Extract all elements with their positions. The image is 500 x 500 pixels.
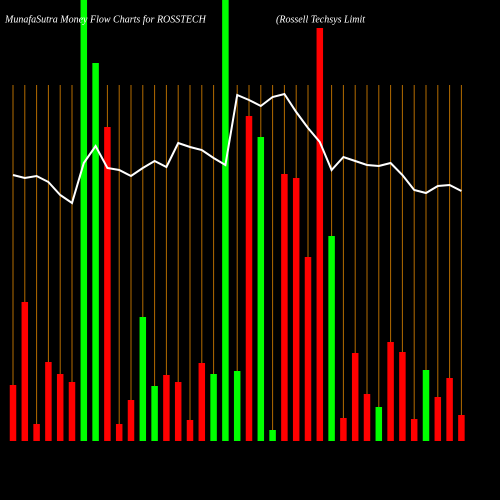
- bar: [151, 386, 158, 441]
- bar: [21, 302, 29, 441]
- bar: [375, 407, 383, 441]
- bar: [387, 342, 394, 441]
- money-flow-line: [12, 92, 462, 205]
- bar: [340, 418, 347, 441]
- chart-title: MunafaSutra Money Flow Charts for ROSSTE…: [4, 14, 207, 25]
- bar: [363, 394, 371, 441]
- bar: [68, 382, 76, 441]
- bar: [115, 424, 123, 441]
- bar: [257, 137, 265, 441]
- bar: [328, 236, 335, 441]
- bar: [304, 257, 312, 441]
- bar: [410, 419, 418, 441]
- bar: [399, 352, 406, 441]
- bar: [222, 0, 229, 441]
- bar: [56, 374, 64, 441]
- bar: [139, 317, 147, 441]
- chart-subtitle: (Rossell Techsys Limit: [276, 14, 365, 25]
- bar: [127, 400, 135, 441]
- bar: [174, 382, 182, 441]
- bar: [104, 127, 111, 441]
- bar: [9, 385, 17, 441]
- bar: [92, 63, 99, 441]
- bar: [245, 116, 253, 441]
- bar: [351, 353, 359, 441]
- bar: [198, 363, 206, 441]
- bar: [45, 362, 52, 441]
- bar: [163, 375, 170, 441]
- bar: [233, 371, 241, 441]
- bar: [281, 174, 288, 441]
- bar: [446, 378, 453, 441]
- bar: [210, 374, 217, 441]
- bar: [33, 424, 40, 441]
- bar: [422, 370, 430, 441]
- bar: [458, 415, 465, 441]
- bar: [292, 178, 300, 441]
- bar: [269, 430, 276, 441]
- bar: [434, 397, 442, 441]
- bar: [80, 0, 88, 441]
- bar: [316, 28, 324, 441]
- bar: [186, 420, 194, 441]
